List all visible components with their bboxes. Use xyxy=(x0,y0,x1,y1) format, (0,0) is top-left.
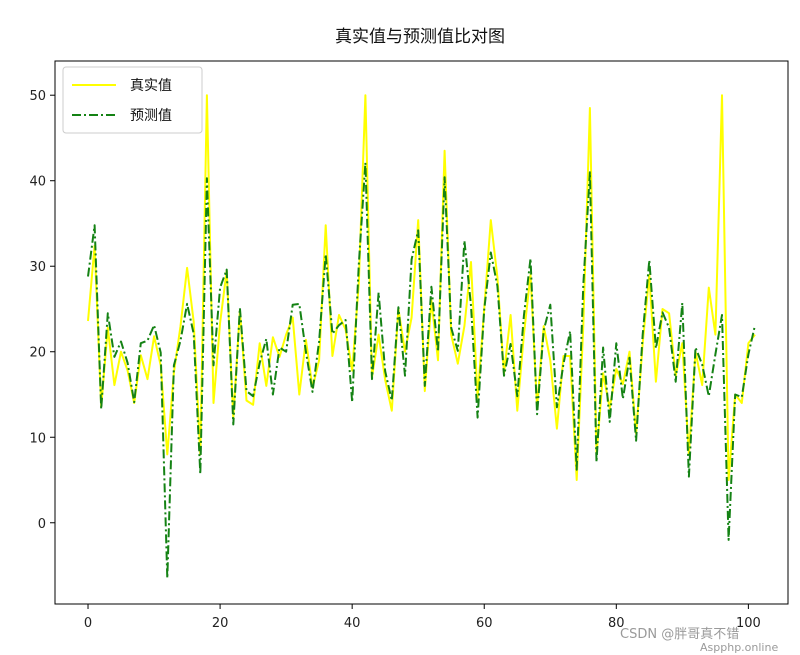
x-tick-label: 80 xyxy=(608,616,625,631)
x-tick-label: 100 xyxy=(736,616,761,631)
y-tick-label: 50 xyxy=(29,89,46,104)
y-tick-label: 40 xyxy=(29,175,46,190)
y-tick-label: 20 xyxy=(29,346,46,361)
series-line-pred xyxy=(87,161,756,580)
y-tick-label: 30 xyxy=(29,260,46,275)
x-tick-label: 40 xyxy=(344,616,361,631)
x-tick-label: 20 xyxy=(212,616,229,631)
x-axis: 0 20 40 60 80 100 xyxy=(84,604,761,631)
legend: 真实值 预测值 xyxy=(62,66,203,134)
watermark-text: CSDN @胖哥真不错 xyxy=(620,627,739,642)
watermark-sub-text: Aspphp.online xyxy=(700,641,778,654)
y-tick-label: 0 xyxy=(38,517,46,532)
x-tick-label: 0 xyxy=(84,616,92,631)
x-tick-label: 60 xyxy=(476,616,493,631)
chart-title: 真实值与预测值比对图 xyxy=(335,27,505,47)
series-layer xyxy=(87,94,756,580)
legend-label-pred: 预测值 xyxy=(130,108,172,124)
y-axis: 0 10 20 30 40 50 xyxy=(29,89,55,532)
legend-box xyxy=(62,66,203,134)
y-tick-label: 10 xyxy=(29,431,46,446)
plot-area xyxy=(54,60,789,605)
legend-label-true: 真实值 xyxy=(130,78,172,94)
